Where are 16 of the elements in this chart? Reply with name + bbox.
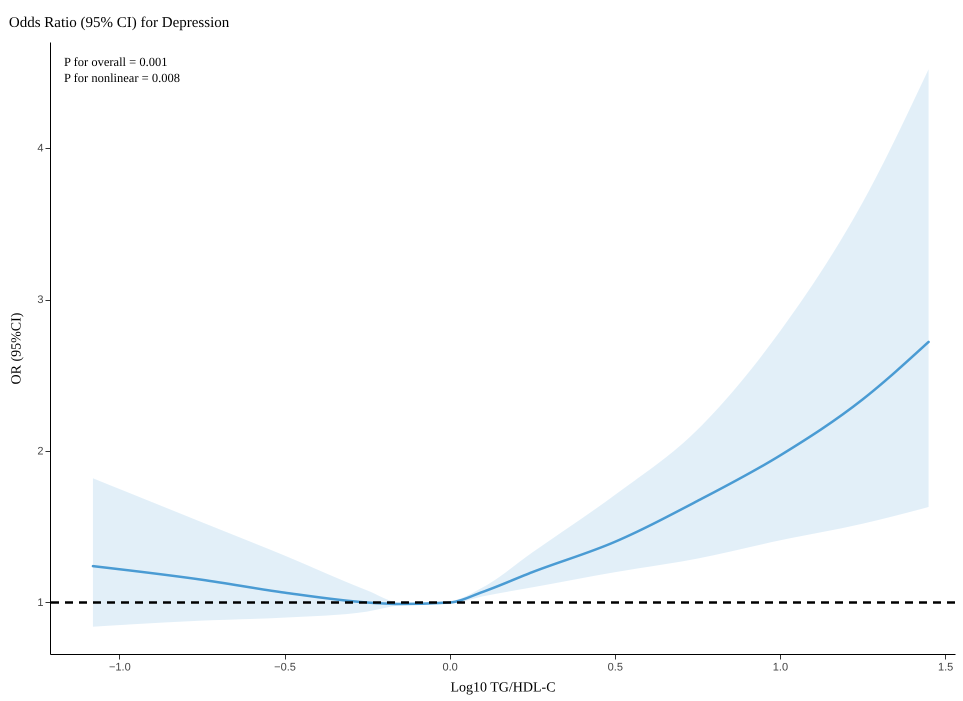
- y-tick-label: 2: [37, 446, 44, 458]
- x-tick-label: 1.0: [772, 662, 788, 674]
- annotation: P for nonlinear = 0.008: [64, 71, 180, 85]
- x-tick-label: 1.5: [938, 662, 954, 674]
- x-tick-label: 0.0: [442, 662, 458, 674]
- annotation: P for overall = 0.001: [64, 55, 168, 69]
- line-series: [92, 340, 930, 606]
- x-tick-label: −0.5: [274, 662, 296, 674]
- y-axis-title: OR (95%CI): [9, 312, 24, 384]
- chart-title: Odds Ratio (95% CI) for Depression: [8, 15, 230, 31]
- y-tick-label: 4: [37, 142, 44, 155]
- x-tick-label: −1.0: [109, 662, 131, 674]
- x-tick-label: 0.5: [608, 662, 623, 674]
- y-tick-label: 3: [37, 294, 44, 306]
- y-tick-label: 1: [37, 596, 44, 609]
- x-axis-title: Log10 TG/HDL-C: [450, 680, 556, 696]
